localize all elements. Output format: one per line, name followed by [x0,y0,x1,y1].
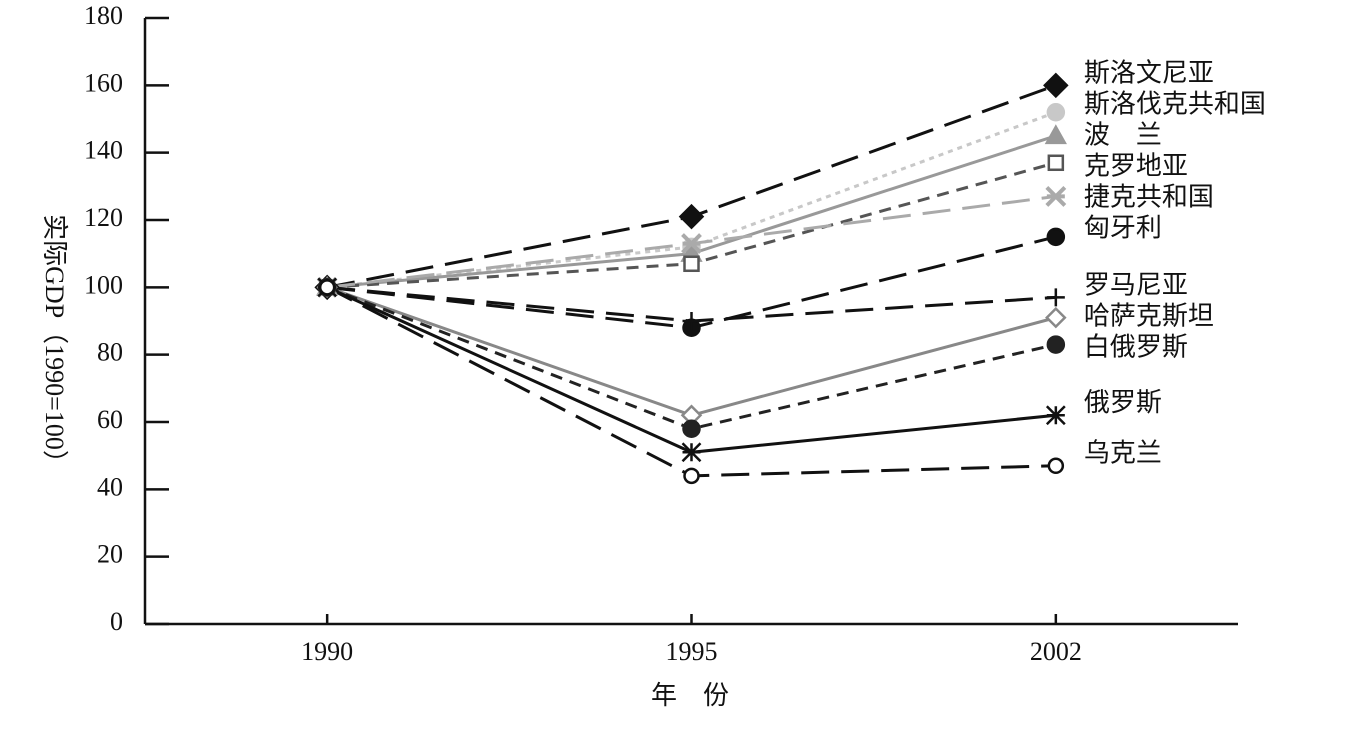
y-tick-label: 80 [97,338,123,367]
y-tick-label: 60 [97,405,123,434]
x-tick-label: 2002 [1030,637,1082,666]
y-tick-label: 40 [97,472,123,501]
series-label: 罗马尼亚 [1084,270,1188,299]
marker [1043,72,1069,99]
series-label: 匈牙利 [1084,213,1162,242]
marker [682,312,701,330]
y-axis-label: 实际GDP（1990=100） [40,214,69,476]
series-label: 白俄罗斯 [1084,332,1188,361]
marker [682,419,701,438]
marker [1047,457,1065,475]
y-tick-label: 100 [84,270,123,299]
series-label: 哈萨克斯坦 [1084,301,1214,330]
marker [1046,103,1066,122]
series-label: 乌克兰 [1084,439,1162,468]
marker [683,255,700,273]
marker [1046,288,1065,307]
y-tick-label: 20 [97,540,123,569]
marker [1044,124,1067,145]
series-label: 捷克共和国 [1084,182,1214,211]
y-tick-label: 180 [84,1,123,30]
y-tick-label: 160 [84,68,123,97]
series-label: 俄罗斯 [1084,388,1162,417]
marker [1047,154,1065,172]
series-label: 斯洛文尼亚 [1084,58,1214,87]
marker [1046,227,1066,247]
y-tick-label: 140 [84,136,123,165]
marker [1045,186,1067,207]
marker [1045,405,1066,426]
marker [678,203,705,230]
marker [318,279,336,296]
x-axis-label: 年 份 [651,681,729,710]
y-tick-label: 0 [110,607,123,636]
series-line [326,285,1057,417]
y-tick-label: 120 [84,203,123,232]
marker [1045,306,1067,329]
series-label: 克罗地亚 [1084,151,1188,180]
marker [683,467,700,485]
marker [681,233,702,254]
marker [681,442,702,463]
series-label: 波 兰 [1084,120,1162,149]
series-label: 斯洛伐克共和国 [1084,89,1266,118]
x-tick-label: 1995 [666,637,718,666]
x-tick-label: 1990 [301,637,353,666]
marker [1046,335,1066,354]
